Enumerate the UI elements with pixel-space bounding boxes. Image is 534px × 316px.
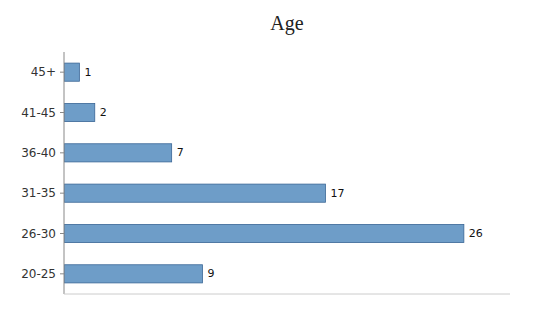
y-tick <box>60 193 64 194</box>
y-tick-label: 20-25 <box>21 267 56 281</box>
bar <box>64 63 79 81</box>
bar <box>64 184 325 202</box>
bar <box>64 103 95 121</box>
data-label: 7 <box>177 146 184 159</box>
chart-svg: Age 20-25 26-30 31-35 36-40 41-45 45+ 9 26 17 7 2 1 <box>0 0 534 316</box>
y-tick <box>60 273 64 274</box>
y-tick-label: 26-30 <box>21 227 56 241</box>
y-tick <box>60 233 64 234</box>
y-tick <box>60 112 64 113</box>
bar <box>64 144 172 162</box>
y-tick-label: 31-35 <box>21 186 56 200</box>
bars <box>64 63 464 283</box>
data-label: 1 <box>84 66 91 79</box>
y-tick <box>60 72 64 73</box>
x-axis-line <box>64 294 510 295</box>
data-label: 9 <box>207 267 214 280</box>
data-label: 26 <box>469 227 483 240</box>
bar <box>64 224 464 242</box>
y-tick-label: 36-40 <box>21 146 56 160</box>
y-axis-line <box>64 52 65 294</box>
chart-container: Age 20-25 26-30 31-35 36-40 41-45 45+ 9 26 17 7 2 1 <box>0 0 534 316</box>
title: Age <box>270 12 303 35</box>
bar <box>64 265 202 283</box>
y-tick <box>60 152 64 153</box>
y-tick-label: 41-45 <box>21 106 56 120</box>
y-tick-label: 45+ <box>31 65 56 79</box>
data-label: 17 <box>330 187 344 200</box>
data-label: 2 <box>100 106 107 119</box>
